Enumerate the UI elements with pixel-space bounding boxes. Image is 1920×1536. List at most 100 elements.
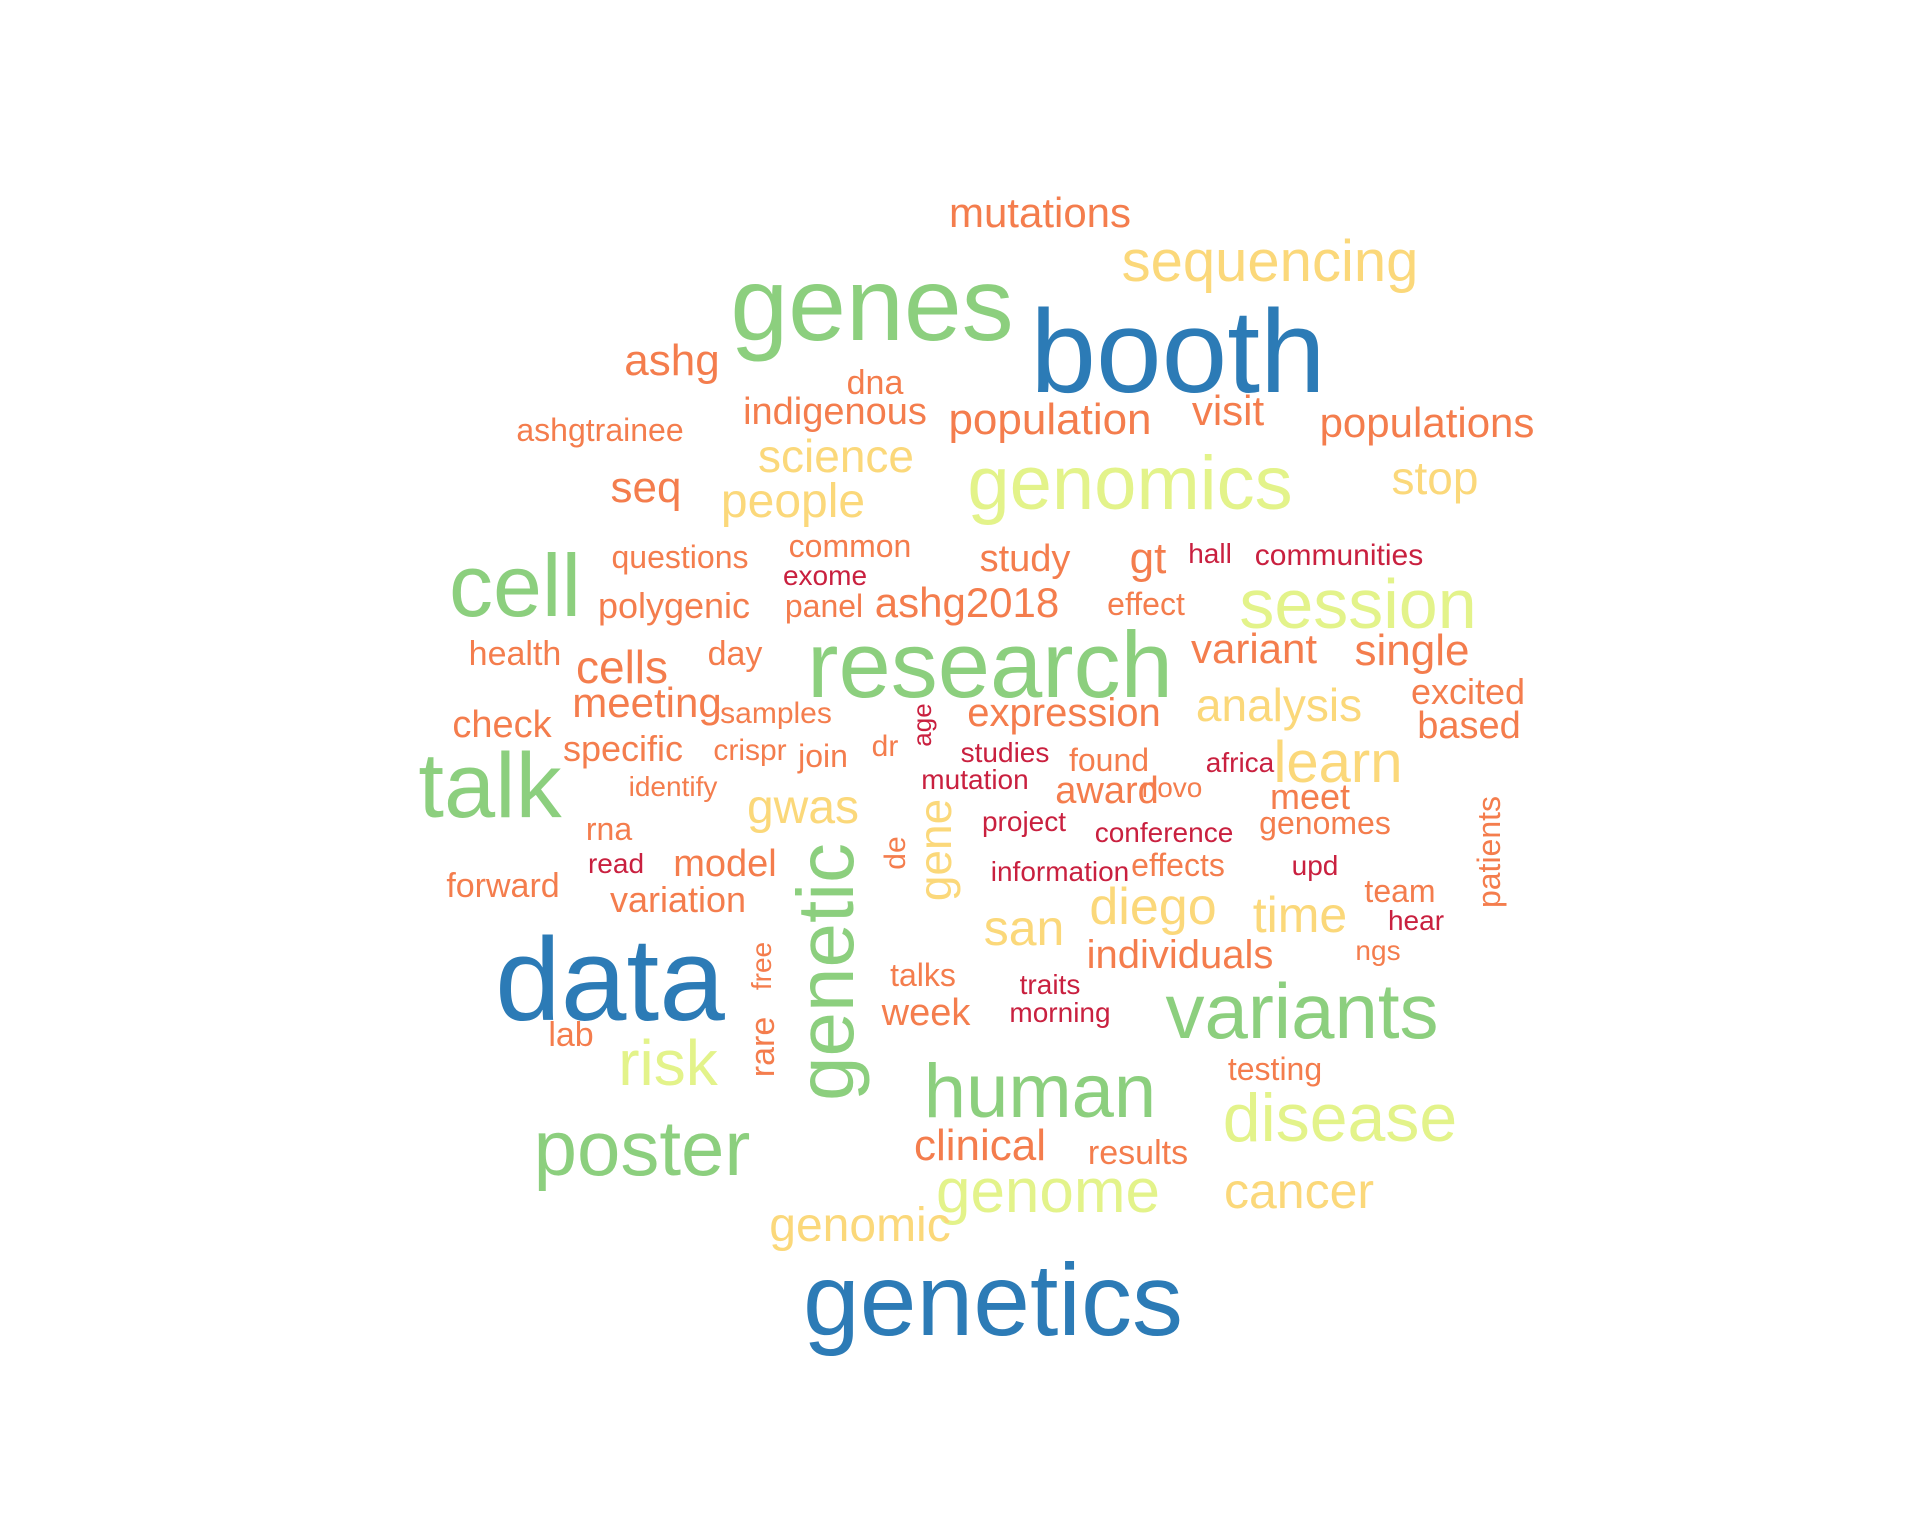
word-ngs: ngs	[1355, 935, 1401, 966]
word-indigenous: indigenous	[743, 391, 927, 433]
word-genomes: genomes	[1259, 805, 1391, 841]
word-check: check	[452, 704, 552, 746]
word-genetics: genetics	[803, 1243, 1183, 1357]
word-research: research	[807, 612, 1173, 717]
word-rna: rna	[585, 811, 633, 847]
word-join: join	[798, 738, 848, 774]
word-diego: diego	[1089, 878, 1217, 936]
word-health: health	[468, 635, 562, 673]
word-hall: hall	[1188, 538, 1232, 569]
word-rare: rare	[744, 1016, 782, 1078]
word-visit: visit	[1191, 387, 1265, 434]
word-effect: effect	[1107, 586, 1185, 622]
word-stop: stop	[1391, 452, 1479, 504]
word-ashg2018: ashg2018	[874, 579, 1060, 626]
word-gwas: gwas	[746, 781, 860, 834]
word-individuals: individuals	[1086, 933, 1274, 977]
word-genomics: genomics	[967, 441, 1293, 526]
word-population: population	[948, 395, 1152, 444]
word-week: week	[881, 992, 971, 1034]
word-mutation: mutation	[921, 764, 1029, 795]
word-panel: panel	[784, 588, 864, 624]
word-day: day	[707, 635, 763, 673]
word-expression: expression	[967, 691, 1161, 735]
word-disease: disease	[1222, 1080, 1458, 1156]
word-testing: testing	[1227, 1051, 1323, 1087]
word-forward: forward	[446, 867, 560, 905]
word-ashgtrainee: ashgtrainee	[516, 412, 684, 448]
word-upd: upd	[1291, 850, 1339, 881]
word-gt: gt	[1129, 534, 1167, 583]
word-seq: seq	[610, 463, 682, 512]
word-effects: effects	[1131, 847, 1225, 883]
word-talk: talk	[418, 735, 562, 837]
word-cell: cell	[448, 536, 582, 635]
word-found: found	[1068, 742, 1150, 778]
word-patients: patients	[1471, 795, 1507, 909]
word-novo: novo	[1141, 772, 1203, 803]
word-read: read	[587, 848, 645, 879]
word-variation: variation	[609, 879, 747, 920]
word-ashg: ashg	[624, 336, 720, 385]
word-based: based	[1417, 705, 1521, 747]
word-questions: questions	[611, 539, 749, 575]
word-identify: identify	[628, 771, 718, 802]
word-learn: learn	[1273, 730, 1403, 795]
word-san: san	[983, 900, 1065, 956]
word-results: results	[1087, 1134, 1189, 1172]
word-common: common	[788, 528, 912, 564]
word-poster: poster	[533, 1104, 751, 1192]
word-risk: risk	[618, 1027, 718, 1099]
word-team: team	[1364, 873, 1436, 909]
word-information: information	[990, 856, 1130, 887]
word-polygenic: polygenic	[597, 585, 751, 626]
word-single: single	[1354, 626, 1470, 675]
word-study: study	[979, 538, 1071, 580]
word-crispr: crispr	[713, 734, 787, 767]
word-variants: variants	[1165, 967, 1439, 1055]
word-cells: cells	[575, 641, 669, 693]
word-genome: genome	[935, 1157, 1161, 1226]
word-time: time	[1252, 887, 1348, 943]
word-dna: dna	[846, 364, 904, 402]
word-variant: variant	[1190, 625, 1318, 672]
word-africa: africa	[1205, 747, 1275, 778]
word-session: session	[1239, 565, 1477, 643]
word-human: human	[923, 1049, 1157, 1134]
word-excited: excited	[1410, 671, 1526, 712]
word-conference: conference	[1094, 817, 1234, 848]
word-samples: samples	[720, 697, 832, 730]
word-traits: traits	[1019, 969, 1081, 1000]
word-hear: hear	[1387, 905, 1445, 936]
word-award: award	[1055, 770, 1159, 812]
word-analysis: analysis	[1195, 679, 1363, 731]
word-lab: lab	[548, 1016, 594, 1054]
word-talks: talks	[890, 957, 956, 993]
word-specific: specific	[562, 728, 684, 769]
word-de: de	[879, 836, 912, 870]
word-populations: populations	[1319, 399, 1535, 446]
word-free: free	[746, 941, 777, 991]
word-data: data	[495, 914, 725, 1046]
word-exome: exome	[782, 560, 868, 591]
word-genomic: genomic	[769, 1199, 951, 1252]
word-meet: meet	[1269, 776, 1351, 817]
word-meeting: meeting	[572, 679, 722, 726]
word-model: model	[673, 843, 777, 885]
word-science: science	[758, 430, 914, 482]
word-project: project	[981, 806, 1067, 837]
word-dr: dr	[871, 730, 899, 763]
word-age: age	[907, 703, 937, 747]
word-genes: genes	[730, 247, 1014, 363]
word-studies: studies	[960, 737, 1050, 768]
word-cancer: cancer	[1223, 1163, 1375, 1219]
word-sequencing: sequencing	[1121, 229, 1419, 294]
word-gene: gene	[909, 798, 961, 902]
word-mutations: mutations	[948, 189, 1132, 236]
word-morning: morning	[1009, 997, 1111, 1028]
word-clinical: clinical	[913, 1121, 1047, 1170]
word-communities: communities	[1254, 539, 1424, 572]
word-booth: booth	[1030, 286, 1326, 418]
word-people: people	[720, 475, 866, 528]
